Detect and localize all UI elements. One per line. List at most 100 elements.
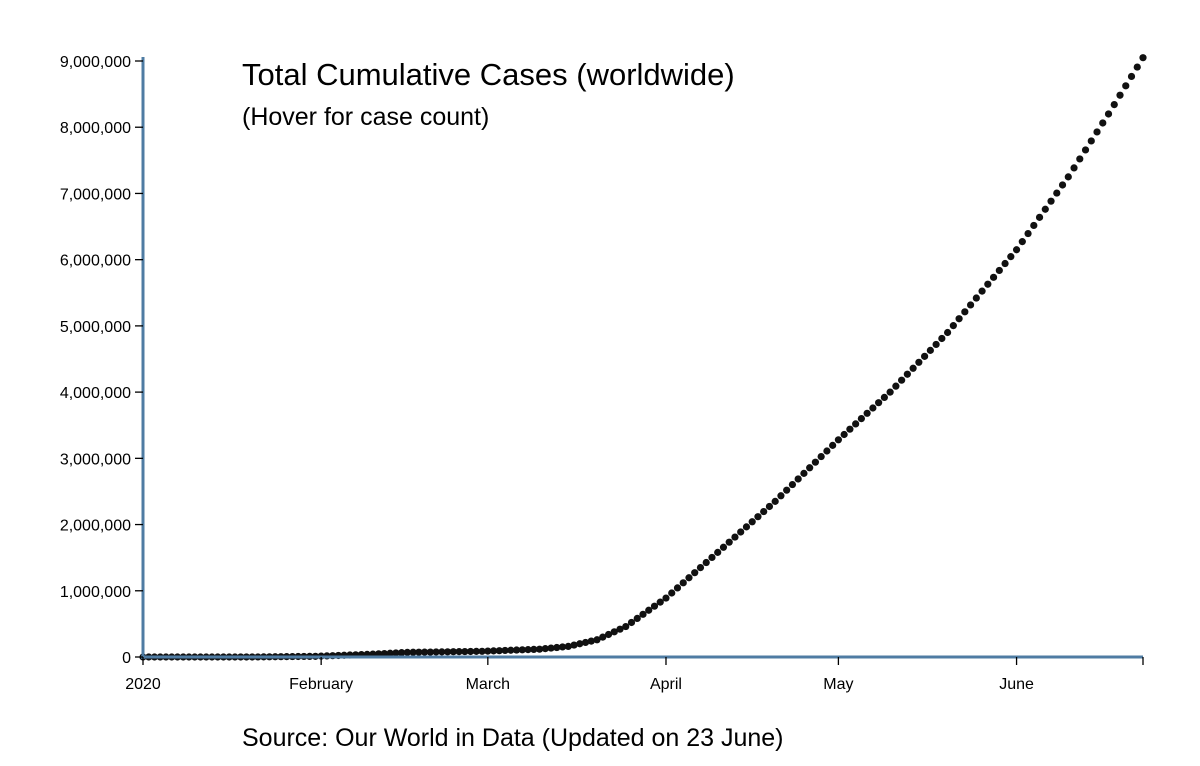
data-point[interactable] (1053, 189, 1060, 196)
data-point[interactable] (743, 523, 750, 530)
data-point[interactable] (1065, 173, 1072, 180)
data-point[interactable] (708, 554, 715, 561)
data-point[interactable] (990, 274, 997, 281)
data-point[interactable] (754, 513, 761, 520)
data-point[interactable] (777, 492, 784, 499)
data-point[interactable] (950, 322, 957, 329)
data-point[interactable] (749, 518, 756, 525)
y-axis-ticks: 01,000,0002,000,0003,000,0004,000,0005,0… (60, 54, 143, 667)
data-point[interactable] (978, 288, 985, 295)
data-point[interactable] (1088, 137, 1095, 144)
data-point[interactable] (685, 574, 692, 581)
data-point[interactable] (869, 404, 876, 411)
data-point[interactable] (904, 371, 911, 378)
data-point[interactable] (1070, 164, 1077, 171)
data-point[interactable] (1082, 146, 1089, 153)
data-point[interactable] (1111, 101, 1118, 108)
data-point[interactable] (927, 347, 934, 354)
data-point[interactable] (996, 267, 1003, 274)
y-tick-label: 9,000,000 (60, 54, 131, 71)
data-point[interactable] (858, 415, 865, 422)
data-point[interactable] (1059, 181, 1066, 188)
x-tick-label: June (999, 676, 1034, 693)
data-point[interactable] (772, 498, 779, 505)
data-point[interactable] (697, 564, 704, 571)
data-point[interactable] (898, 377, 905, 384)
x-tick-label: February (289, 676, 353, 693)
data-point[interactable] (955, 315, 962, 322)
y-tick-label: 0 (122, 650, 131, 667)
data-point[interactable] (766, 503, 773, 510)
data-point[interactable] (961, 308, 968, 315)
data-point[interactable] (881, 394, 888, 401)
data-point[interactable] (1036, 214, 1043, 221)
data-point[interactable] (783, 487, 790, 494)
data-point[interactable] (1116, 92, 1123, 99)
data-point[interactable] (846, 426, 853, 433)
data-point[interactable] (1099, 119, 1106, 126)
data-point[interactable] (973, 294, 980, 301)
data-point[interactable] (1134, 63, 1141, 70)
data-point[interactable] (1019, 238, 1026, 245)
x-axis-ticks: 2020 February March April May June (125, 657, 1143, 693)
data-point[interactable] (818, 453, 825, 460)
data-point[interactable] (674, 584, 681, 591)
data-point[interactable] (1047, 198, 1054, 205)
data-point[interactable] (714, 549, 721, 556)
data-point[interactable] (789, 481, 796, 488)
data-point[interactable] (864, 410, 871, 417)
data-point[interactable] (841, 431, 848, 438)
data-point[interactable] (933, 341, 940, 348)
data-point[interactable] (967, 301, 974, 308)
data-point[interactable] (731, 533, 738, 540)
data-point[interactable] (1139, 54, 1146, 61)
y-tick-label: 3,000,000 (60, 451, 131, 468)
x-tick-label: March (466, 676, 510, 693)
data-point[interactable] (921, 353, 928, 360)
data-point[interactable] (915, 359, 922, 366)
data-point[interactable] (823, 447, 830, 454)
data-point[interactable] (1076, 155, 1083, 162)
data-point[interactable] (806, 464, 813, 471)
y-tick-label: 1,000,000 (60, 584, 131, 601)
data-point[interactable] (1007, 253, 1014, 260)
data-point[interactable] (1030, 222, 1037, 229)
data-point[interactable] (795, 475, 802, 482)
data-point[interactable] (737, 528, 744, 535)
data-point[interactable] (680, 579, 687, 586)
data-point[interactable] (835, 436, 842, 443)
data-point[interactable] (938, 335, 945, 342)
source-note: Source: Our World in Data (Updated on 23… (242, 724, 784, 752)
data-point[interactable] (910, 365, 917, 372)
data-point[interactable] (875, 399, 882, 406)
data-point[interactable] (852, 420, 859, 427)
data-point[interactable] (668, 589, 675, 596)
data-point[interactable] (887, 389, 894, 396)
data-point[interactable] (1001, 260, 1008, 267)
data-point[interactable] (760, 508, 767, 515)
chart-subtitle: (Hover for case count) (242, 103, 489, 131)
data-points[interactable] (139, 54, 1146, 661)
data-point[interactable] (691, 569, 698, 576)
x-tick-label: April (650, 676, 682, 693)
data-point[interactable] (1128, 73, 1135, 80)
data-point[interactable] (1093, 128, 1100, 135)
data-point[interactable] (800, 470, 807, 477)
data-point[interactable] (944, 329, 951, 336)
data-point[interactable] (1013, 246, 1020, 253)
data-point[interactable] (1024, 230, 1031, 237)
data-point[interactable] (1122, 82, 1129, 89)
data-point[interactable] (726, 539, 733, 546)
data-point[interactable] (984, 281, 991, 288)
data-point[interactable] (662, 594, 669, 601)
data-point[interactable] (892, 383, 899, 390)
data-point[interactable] (829, 442, 836, 449)
data-point[interactable] (1105, 110, 1112, 117)
data-point[interactable] (812, 459, 819, 466)
data-point[interactable] (703, 559, 710, 566)
chart-title: Total Cumulative Cases (worldwide) (242, 57, 735, 92)
data-point[interactable] (1042, 206, 1049, 213)
y-tick-label: 7,000,000 (60, 186, 131, 203)
data-point[interactable] (720, 544, 727, 551)
